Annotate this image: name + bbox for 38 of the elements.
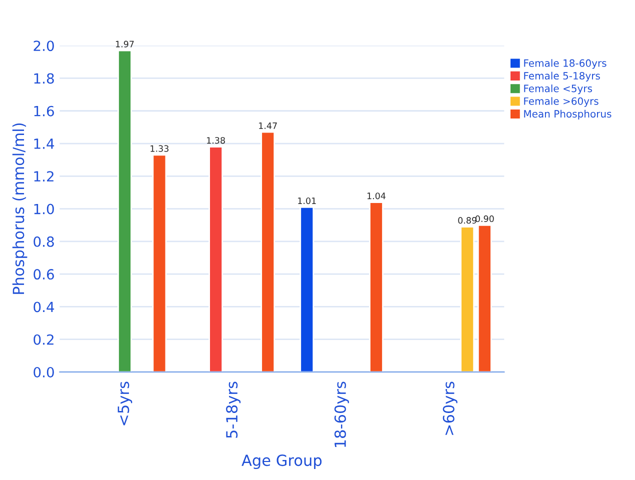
x-tick-label: 5-18yrs (226, 382, 241, 438)
x-tick-label: >60yrs (442, 382, 458, 435)
y-tick-label: 1.8 (34, 73, 54, 84)
y-tick-label: 0.6 (34, 269, 54, 280)
bar (208, 146, 224, 372)
y-tick-label: 0.2 (34, 334, 54, 345)
legend-label: Female >60yrs (524, 97, 598, 107)
data-label: 0.90 (476, 215, 494, 222)
data-label: 0.89 (458, 217, 476, 224)
y-tick-label: 1.2 (34, 171, 54, 182)
bar (152, 154, 167, 372)
y-axis-title: Phosphorus (mmol/ml) (12, 123, 28, 294)
data-label: 1.38 (207, 137, 225, 144)
data-label: 1.04 (367, 192, 386, 200)
y-tick-label: 1.4 (34, 138, 54, 149)
bar (477, 224, 492, 372)
bar (460, 226, 475, 372)
y-tick-label: 0.4 (34, 302, 54, 312)
y-tick-label: 1.6 (34, 106, 54, 116)
legend-label: Female 5-18yrs (524, 72, 600, 82)
bar (300, 206, 314, 372)
data-label: 1.01 (298, 197, 316, 204)
x-tick-label: <5yrs (118, 382, 132, 426)
legend-label: Female <5yrs (524, 84, 592, 94)
legend-label: Female 18-60yrs (524, 59, 606, 69)
y-tick-label: 2.0 (34, 40, 54, 52)
bar (369, 202, 384, 372)
x-tick-label: 18-60yrs (334, 382, 349, 448)
bar (118, 50, 132, 372)
bar (260, 131, 276, 372)
x-axis-title: Age Group (242, 454, 322, 470)
y-tick-label: 1.0 (34, 204, 54, 214)
data-label: 1.47 (259, 122, 277, 129)
y-tick-label: 0.0 (34, 366, 54, 378)
legend-label: Mean Phosphorus (524, 110, 612, 120)
y-tick-label: 0.8 (34, 236, 54, 247)
data-label: 1.97 (116, 40, 134, 48)
data-label: 1.33 (150, 145, 168, 152)
